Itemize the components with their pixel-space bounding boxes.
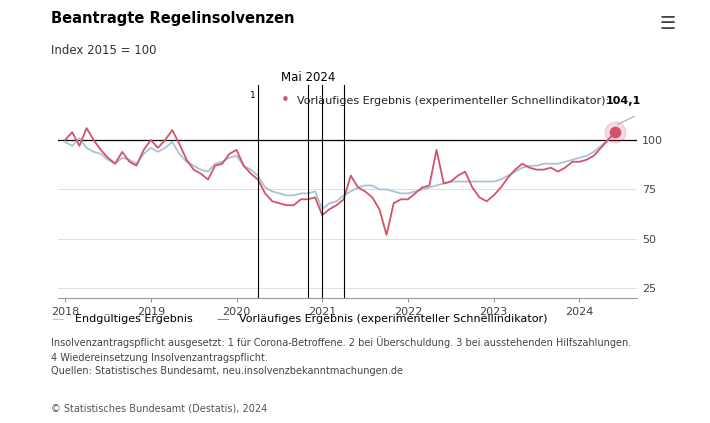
Point: [609, 129, 621, 135]
Text: Index 2015 = 100: Index 2015 = 100: [51, 44, 157, 58]
Text: 104,1: 104,1: [606, 96, 641, 106]
Text: Beantragte Regelinsolvenzen: Beantragte Regelinsolvenzen: [51, 11, 295, 25]
Text: ☰: ☰: [660, 15, 676, 33]
Text: Endgültiges Ergebnis: Endgültiges Ergebnis: [75, 314, 192, 324]
Text: •: •: [281, 93, 290, 108]
Text: 4 Wiedereinsetzung Insolvenzantragspflicht.: 4 Wiedereinsetzung Insolvenzantragspflic…: [51, 353, 268, 363]
Text: Vorläufiges Ergebnis (experimenteller Schnellindikator): Vorläufiges Ergebnis (experimenteller Sc…: [239, 314, 548, 324]
Text: Vorläufiges Ergebnis (experimenteller Schnellindikator):: Vorläufiges Ergebnis (experimenteller Sc…: [297, 96, 613, 106]
Text: Quellen: Statistisches Bundesamt, neu.insolvenzbekanntmachungen.de: Quellen: Statistisches Bundesamt, neu.in…: [51, 366, 403, 376]
Text: —: —: [217, 313, 229, 326]
Text: 1: 1: [250, 91, 256, 99]
Text: —: —: [51, 313, 64, 326]
Text: Insolvenzantragspflicht ausgesetzt: 1 für Corona-Betroffene. 2 bei Überschuldung: Insolvenzantragspflicht ausgesetzt: 1 fü…: [51, 336, 631, 348]
Point: [609, 129, 621, 135]
Text: © Statistisches Bundesamt (Destatis), 2024: © Statistisches Bundesamt (Destatis), 20…: [51, 404, 268, 414]
Text: Mai 2024: Mai 2024: [281, 71, 336, 84]
